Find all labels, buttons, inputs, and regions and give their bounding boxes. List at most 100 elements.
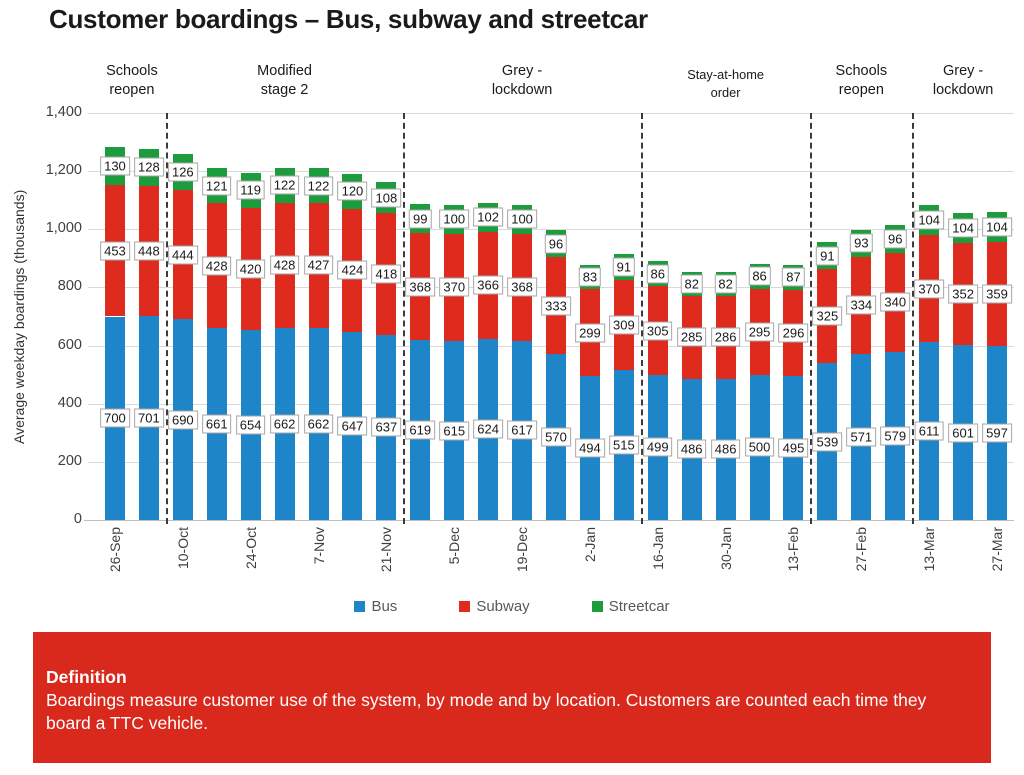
bar-label: 334 — [846, 295, 877, 315]
bar-label: 427 — [303, 255, 334, 275]
bar-label: 104 — [982, 217, 1012, 237]
y-tick-label: 1,000 — [45, 220, 82, 237]
x-tick-label: 10-Oct — [174, 527, 191, 570]
bar-label: 444 — [167, 245, 198, 265]
bar-label: 453 — [100, 241, 130, 261]
period-divider — [165, 113, 168, 524]
bar-label: 130 — [100, 156, 130, 176]
bar-label: 325 — [812, 306, 843, 326]
x-tick-label: 30-Jan — [717, 527, 734, 570]
period-label: Schools reopen — [106, 63, 158, 98]
bar-label: 108 — [371, 188, 402, 208]
bar-label: 309 — [608, 315, 639, 335]
bar-label: 601 — [948, 423, 978, 443]
legend-item-subway: Subway — [459, 598, 530, 615]
bar-label: 486 — [676, 439, 707, 459]
x-axis-line — [84, 520, 1014, 521]
gridline — [88, 171, 1014, 173]
bar-label: 122 — [269, 175, 300, 195]
bar-label: 428 — [269, 255, 300, 275]
legend: Bus Subway Streetcar — [0, 598, 1024, 615]
bar-label: 486 — [710, 439, 741, 459]
bar-label: 647 — [337, 416, 368, 436]
bar-label: 126 — [167, 162, 198, 182]
bar-label: 120 — [337, 181, 368, 201]
x-tick-label: 2-Jan — [581, 527, 598, 563]
x-tick-label: 27-Mar — [989, 527, 1006, 572]
period-divider — [403, 113, 406, 524]
bar-label: 495 — [778, 438, 809, 458]
bar-label: 121 — [201, 176, 232, 196]
y-tick-label: 800 — [57, 278, 82, 295]
bar-label: 100 — [439, 209, 470, 229]
legend-swatch-subway — [459, 601, 471, 612]
bar-label: 597 — [982, 423, 1012, 443]
legend-label: Streetcar — [608, 598, 670, 615]
x-tick-label: 21-Nov — [378, 527, 395, 573]
bar-label: 499 — [642, 437, 673, 457]
x-tick-label: 13-Mar — [921, 527, 938, 572]
bar-label: 611 — [914, 421, 944, 441]
bar-label: 305 — [642, 321, 673, 341]
bar-label: 333 — [541, 296, 571, 316]
bar-label: 96 — [544, 234, 568, 254]
definition-heading: Definition — [46, 667, 127, 687]
legend-swatch-bus — [354, 601, 366, 612]
bar-label: 624 — [473, 419, 503, 439]
plot-area: 700 453 130 701 448 128 690 444 126 661 428 121 654 4… — [88, 113, 1014, 524]
bar-label: 340 — [880, 292, 911, 312]
bar-label: 615 — [439, 421, 470, 441]
x-tick-label: 5-Dec — [446, 527, 463, 565]
period-label: Grey - lockdown — [491, 63, 553, 98]
x-tick-label: 27-Feb — [853, 527, 870, 572]
bar-label: 654 — [235, 415, 266, 435]
bar-label: 701 — [134, 408, 164, 428]
legend-swatch-streetcar — [591, 601, 603, 612]
bar-label: 295 — [744, 322, 775, 342]
y-tick-label: 200 — [57, 452, 82, 469]
period-divider — [810, 113, 813, 524]
definition-box: Definition Boardings measure customer us… — [33, 632, 991, 763]
bar-label: 579 — [880, 426, 911, 446]
bar-label: 91 — [612, 257, 636, 277]
bar-label: 285 — [676, 327, 707, 347]
chart: Average weekday boardings (thousands) 70… — [11, 63, 1014, 573]
legend-label: Bus — [371, 598, 398, 615]
period-label: Schools reopen — [835, 63, 888, 98]
y-tick-label: 0 — [73, 511, 82, 527]
period-label: Grey - lockdown — [932, 63, 994, 98]
bar-label: 662 — [269, 414, 300, 434]
bar-label: 359 — [982, 284, 1012, 304]
bar-label: 418 — [371, 264, 402, 284]
x-tick-label: 16-Jan — [649, 527, 666, 570]
period-label: Modified stage 2 — [257, 63, 312, 98]
period-divider — [912, 113, 915, 524]
bar-label: 87 — [782, 267, 805, 287]
bar-label: 515 — [608, 435, 639, 455]
x-tick-label: 24-Oct — [242, 527, 259, 570]
y-tick-label: 1,200 — [45, 162, 82, 179]
bar-label: 661 — [201, 414, 232, 434]
bar-label: 86 — [646, 264, 669, 284]
bar-label: 352 — [948, 284, 978, 304]
bar-label: 83 — [578, 267, 602, 287]
bar-label: 370 — [439, 277, 470, 297]
bar-label: 570 — [541, 427, 571, 447]
y-tick-label: 400 — [57, 394, 82, 411]
bar-label: 96 — [884, 229, 907, 249]
y-tick-label: 1,400 — [45, 104, 82, 120]
bar-label: 617 — [507, 420, 537, 440]
bar-label: 428 — [201, 256, 232, 276]
x-tick-label: 19-Dec — [514, 527, 531, 573]
bar-label: 296 — [778, 323, 809, 343]
bar-label: 82 — [680, 274, 703, 294]
bar-label: 619 — [405, 420, 436, 440]
bar-label: 539 — [812, 432, 843, 452]
bar-label: 448 — [134, 241, 164, 261]
bar-label: 99 — [409, 209, 432, 229]
bar-label: 86 — [748, 266, 771, 286]
bar-label: 128 — [134, 157, 164, 177]
bar-label: 119 — [236, 180, 266, 200]
bar-label: 102 — [473, 207, 503, 227]
